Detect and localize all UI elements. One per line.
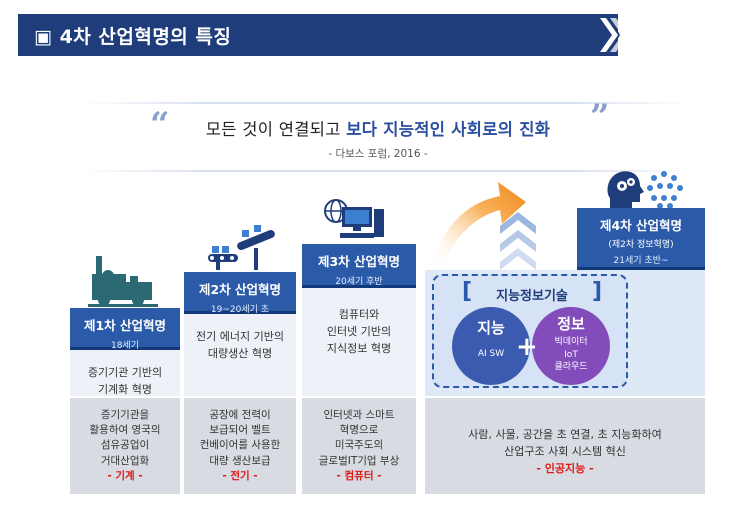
quote-text-highlight: 보다 지능적인 사회로의 진화	[346, 120, 551, 139]
rev3-period: 20세기 후반	[335, 277, 383, 287]
computer-icon	[324, 199, 384, 238]
rev3-impact-line: 혁명으로	[339, 424, 379, 437]
rev3-title: 제3차 산업혁명	[317, 254, 401, 269]
rev2-desc-line: 전기 에너지 기반의	[196, 330, 284, 343]
rev4-subtitle: (제2차 정보혁명)	[608, 240, 674, 250]
intelligence-info-title: 지능정보기술	[496, 289, 568, 304]
information-sub-item: 빅데이터	[554, 337, 588, 347]
quote-divider-top	[82, 102, 692, 104]
title-banner	[18, 14, 618, 56]
rev4-header: 제4차 산업혁명 (제2차 정보혁명) 21세기 초반~	[577, 208, 705, 270]
rev2-impact: 공장에 전력이 보급되어 벨트 컨베이어를 사용한 대량 생산보급 - 전기 -	[184, 398, 296, 494]
ai-brain-network-icon	[607, 171, 683, 210]
rev3-impact-line: 글로벌IT기업 부상	[318, 454, 400, 467]
rev3-desc-line: 컴퓨터와	[338, 308, 380, 321]
intelligence-label: 지능	[477, 319, 505, 337]
up-chevrons-icon	[500, 212, 536, 270]
growth-arrow-icon	[432, 182, 526, 266]
rev1-impact-line: 섬유공업이	[100, 439, 150, 452]
rev2-title: 제2차 산업혁명	[198, 282, 282, 297]
quote-source: - 다보스 포럼, 2016 -	[328, 148, 428, 160]
information-sub-item: 클라우드	[554, 362, 588, 373]
information-label: 정보	[557, 315, 585, 333]
quote-close-mark: ”	[590, 97, 610, 137]
rev2-impact-line: 공장에 전력이	[209, 409, 271, 421]
rev2-desc-line: 대량생산 혁명	[207, 347, 273, 361]
rev4-period: 21세기 초반~	[613, 256, 669, 266]
rev3-desc-line: 인터넷 기반의	[326, 325, 392, 339]
rev3-keyword: - 컴퓨터 -	[336, 469, 382, 482]
rev1-period: 18세기	[110, 341, 139, 351]
intelligence-circle: 지능 AI SW	[452, 307, 530, 385]
rev4-keyword: - 인공지능 -	[536, 462, 594, 476]
rev4-impact-line: 산업구조 사회 시스템 혁신	[504, 445, 626, 459]
banner-chevrons-icon	[560, 14, 628, 56]
rev2-keyword: - 전기 -	[222, 469, 258, 482]
rev3-impact-line: 미국주도의	[334, 439, 384, 452]
rev3-header: 제3차 산업혁명 20세기 후반	[302, 244, 416, 288]
bracket-right: ]	[592, 279, 603, 304]
rev2-description: 전기 에너지 기반의 대량생산 혁명	[184, 314, 296, 396]
rev3-description: 컴퓨터와 인터넷 기반의 지식정보 혁명	[302, 288, 416, 396]
information-circle: 정보 빅데이터 IoT 클라우드	[532, 307, 610, 385]
quote-text: 모든 것이 연결되고 보다 지능적인 사회로의 진화	[168, 116, 588, 140]
rev1-description: 증기기관 기반의 기계화 혁명	[70, 350, 180, 396]
rev4-impact-line: 사람, 사물, 공간을 초 연결, 초 지능화하여	[468, 428, 662, 441]
rev1-keyword: - 기계 -	[107, 469, 143, 482]
rev2-impact-line: 대량 생산보급	[209, 454, 271, 467]
rev2-period: 19~20세기 초	[210, 305, 270, 315]
rev2-header: 제2차 산업혁명 19~20세기 초	[184, 272, 296, 315]
rev1-header: 제1차 산업혁명 18세기	[70, 308, 180, 351]
rev3-desc-line: 지식정보 혁명	[326, 342, 392, 356]
rev4-title: 제4차 산업혁명	[599, 218, 683, 233]
intelligence-sub: AI SW	[477, 349, 505, 359]
quote-open-mark: “	[150, 105, 170, 145]
rev1-desc-line: 기계화 혁명	[97, 383, 153, 397]
plus-sign: +	[516, 332, 538, 362]
rev1-impact-line: 거대산업화	[100, 454, 150, 467]
rev1-impact: 증기기관을 활용하여 영국의 섬유공업이 거대산업화 - 기계 -	[70, 398, 180, 494]
quote-divider-bottom	[82, 170, 692, 172]
rev3-impact: 인터넷과 스마트 혁명으로 미국주도의 글로벌IT기업 부상 - 컴퓨터 -	[302, 398, 416, 494]
rev3-impact-line: 인터넷과 스마트	[323, 409, 395, 421]
rev1-title: 제1차 산업혁명	[83, 318, 167, 333]
information-sub: 빅데이터 IoT 클라우드	[532, 336, 610, 374]
rev4-impact: 사람, 사물, 공간을 초 연결, 초 지능화하여 산업구조 사회 시스템 혁신…	[425, 398, 705, 494]
conveyor-belt-icon	[208, 225, 275, 270]
rev2-impact-line: 보급되어 벨트	[209, 424, 271, 437]
rev2-impact-line: 컨베이어를 사용한	[199, 439, 281, 452]
bracket-left: [	[462, 279, 473, 304]
quote-text-plain: 모든 것이 연결되고	[205, 120, 347, 139]
rev1-impact-line: 활용하여 영국의	[89, 424, 161, 437]
rev1-impact-line: 증기기관을	[100, 409, 150, 421]
information-sub-item: IoT	[564, 349, 578, 360]
steam-engine-icon	[88, 256, 158, 307]
page-title: ▣ 4차 산업혁명의 특징	[34, 26, 232, 48]
rev1-desc-line: 증기기관 기반의	[87, 366, 163, 379]
